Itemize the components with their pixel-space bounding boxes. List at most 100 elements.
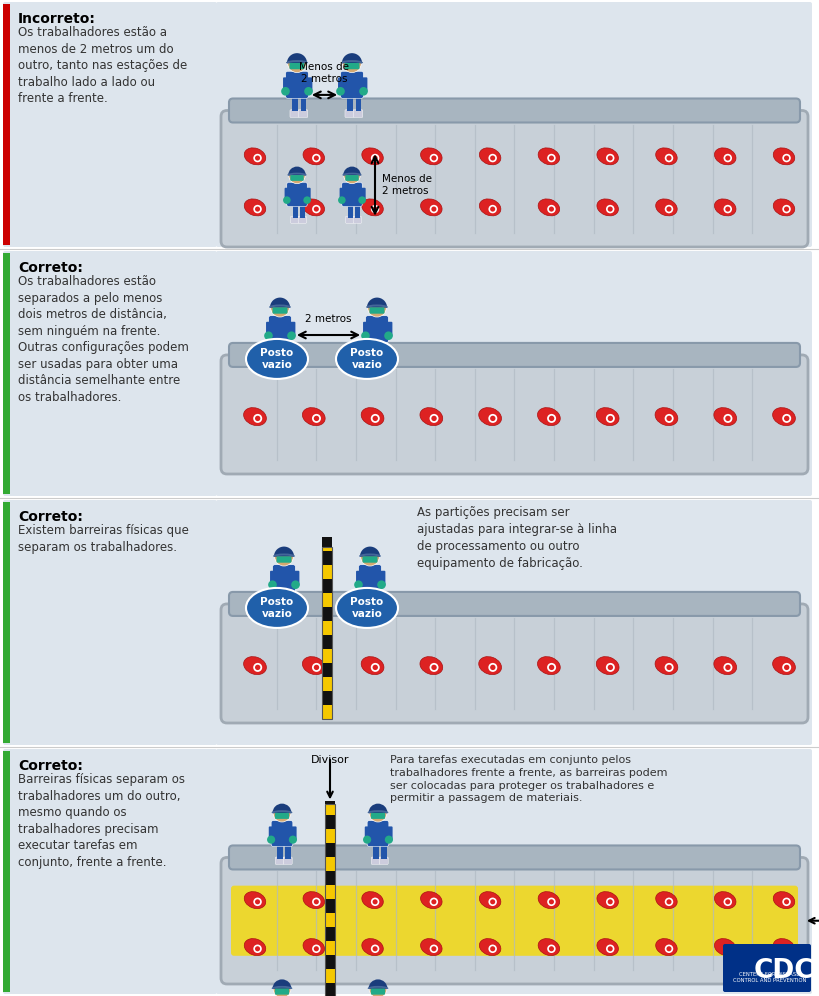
Ellipse shape [772, 938, 794, 955]
FancyBboxPatch shape [340, 72, 363, 99]
Wedge shape [272, 979, 292, 989]
Circle shape [607, 664, 613, 670]
Circle shape [363, 836, 371, 844]
Ellipse shape [420, 938, 441, 955]
Ellipse shape [244, 891, 265, 908]
Circle shape [724, 946, 730, 951]
Circle shape [488, 944, 496, 953]
Text: Barreiras físicas separam os
trabalhadores um do outro,
mesmo quando os
trabalha: Barreiras físicas separam os trabalhador… [18, 773, 185, 869]
Circle shape [722, 897, 731, 906]
Ellipse shape [537, 891, 559, 908]
Circle shape [314, 664, 319, 670]
Bar [322, 547, 332, 719]
Circle shape [253, 414, 262, 423]
FancyBboxPatch shape [274, 813, 289, 819]
Circle shape [429, 944, 437, 953]
Bar [285, 844, 291, 859]
Wedge shape [360, 547, 380, 557]
Bar [324, 927, 335, 941]
Bar [322, 621, 332, 635]
FancyBboxPatch shape [273, 355, 282, 362]
FancyBboxPatch shape [3, 749, 217, 994]
Circle shape [546, 205, 555, 213]
Circle shape [548, 415, 554, 421]
Ellipse shape [302, 656, 325, 674]
Bar [349, 69, 355, 74]
Text: Posto
vazio: Posto vazio [350, 349, 383, 370]
Circle shape [314, 155, 319, 160]
Wedge shape [342, 166, 360, 175]
Circle shape [605, 414, 614, 423]
Bar [355, 204, 360, 218]
Circle shape [255, 946, 260, 951]
Ellipse shape [360, 407, 383, 425]
Ellipse shape [713, 199, 735, 216]
Bar [294, 69, 300, 74]
Circle shape [783, 899, 788, 904]
FancyBboxPatch shape [353, 216, 361, 223]
FancyBboxPatch shape [221, 111, 807, 247]
Circle shape [548, 664, 554, 670]
Ellipse shape [361, 199, 382, 216]
Circle shape [783, 664, 789, 670]
Bar [324, 801, 335, 805]
Circle shape [546, 153, 555, 162]
Circle shape [548, 155, 554, 160]
Circle shape [722, 944, 731, 953]
Circle shape [490, 206, 495, 211]
Text: Posto
vazio: Posto vazio [260, 598, 293, 619]
Ellipse shape [772, 891, 794, 908]
Circle shape [311, 663, 320, 672]
Circle shape [488, 897, 496, 906]
Ellipse shape [771, 656, 794, 674]
FancyBboxPatch shape [369, 355, 378, 362]
Bar [287, 589, 293, 605]
Bar [3, 502, 10, 743]
Circle shape [337, 196, 346, 204]
FancyBboxPatch shape [363, 322, 370, 337]
Ellipse shape [244, 199, 265, 216]
Ellipse shape [243, 656, 266, 674]
Text: As partições precisam ser
ajustadas para integrar-se à linha
de processamento ou: As partições precisam ser ajustadas para… [417, 506, 616, 570]
Circle shape [548, 899, 554, 904]
Circle shape [312, 944, 320, 953]
Circle shape [431, 664, 437, 670]
Circle shape [270, 298, 289, 317]
Circle shape [287, 332, 296, 340]
Circle shape [431, 155, 436, 160]
Circle shape [343, 167, 360, 183]
Circle shape [431, 415, 437, 421]
FancyBboxPatch shape [385, 827, 392, 841]
FancyBboxPatch shape [365, 316, 388, 343]
Ellipse shape [479, 938, 500, 955]
Bar [281, 563, 287, 568]
Circle shape [253, 897, 261, 906]
Bar [324, 941, 335, 955]
Circle shape [781, 205, 790, 213]
Bar [324, 844, 335, 858]
Ellipse shape [303, 147, 324, 164]
Circle shape [429, 897, 437, 906]
Circle shape [255, 899, 260, 904]
Circle shape [304, 87, 313, 96]
Circle shape [490, 664, 495, 670]
FancyBboxPatch shape [290, 216, 299, 223]
FancyBboxPatch shape [362, 557, 377, 563]
Ellipse shape [361, 938, 382, 955]
Circle shape [548, 206, 554, 211]
FancyBboxPatch shape [305, 78, 312, 93]
Text: Os trabalhadores estão a
menos de 2 metros um do
outro, tanto nas estações de
tr: Os trabalhadores estão a menos de 2 metr… [18, 26, 187, 105]
Circle shape [287, 54, 306, 73]
Ellipse shape [713, 407, 735, 425]
FancyBboxPatch shape [287, 182, 307, 206]
Circle shape [288, 167, 305, 183]
Ellipse shape [336, 588, 397, 627]
Circle shape [607, 415, 613, 421]
Circle shape [546, 944, 555, 953]
Circle shape [607, 946, 612, 951]
Circle shape [370, 153, 379, 162]
Ellipse shape [595, 656, 618, 674]
FancyBboxPatch shape [298, 110, 307, 118]
Ellipse shape [537, 147, 559, 164]
Bar [0, 0, 819, 249]
